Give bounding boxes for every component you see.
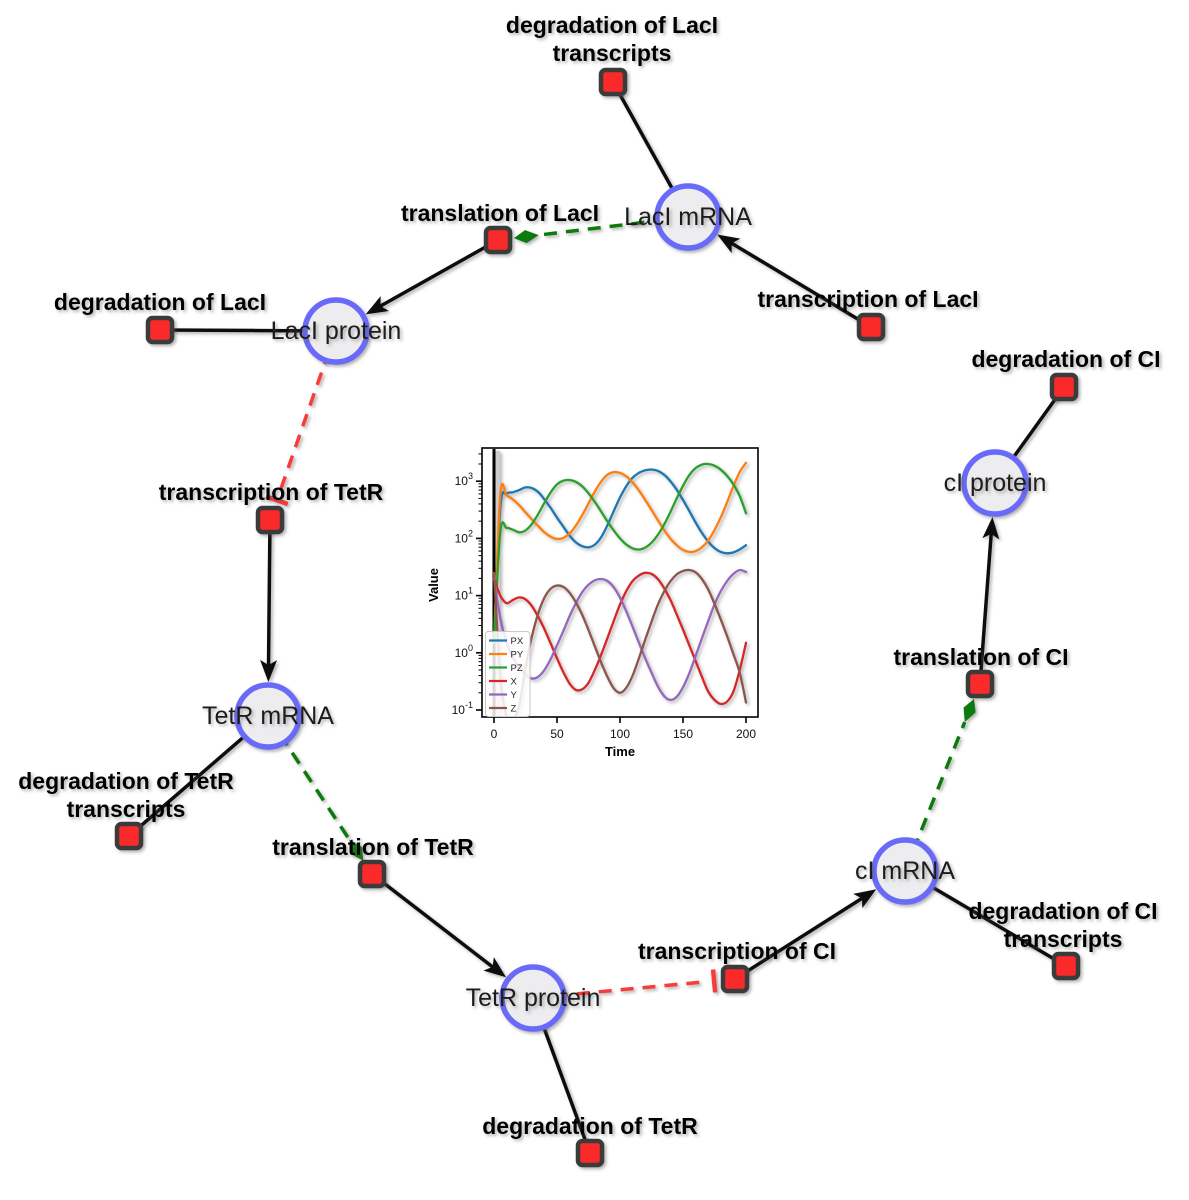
species-label-tetr-mrna: TetR mRNA [202, 702, 334, 730]
reaction-node-degradation-of-ci [1049, 372, 1079, 402]
reaction-label-degradation-of-tetr-transcripts-line2: transcripts [67, 796, 186, 822]
legend-label-PY: PY [511, 649, 524, 660]
reaction-label-degradation-of-laci: degradation of LacI [54, 289, 266, 315]
reaction-node-transcription-of-laci [856, 312, 886, 342]
xtick-label-50: 50 [550, 727, 564, 741]
species-label-laci-mrna: LacI mRNA [624, 203, 752, 231]
reaction-label-degradation-of-ci-transcripts-line2: transcripts [1004, 926, 1123, 952]
reaction-node-degradation-of-tetr [575, 1138, 605, 1168]
reaction-node-degradation-of-tetr-transcripts [114, 821, 144, 851]
reaction-node-degradation-of-laci-transcripts [598, 67, 628, 97]
reaction-label-degradation-of-tetr: degradation of TetR [482, 1113, 698, 1139]
ytick-label-10e1: 101 [455, 586, 473, 603]
modifier-arrowhead-icon [349, 839, 364, 861]
species-node-tetr-protein [499, 964, 567, 1032]
nodes-layer [114, 67, 1081, 1168]
species-label-ci-mrna: cI mRNA [855, 857, 955, 885]
reaction-label-degradation-of-laci-transcripts: degradation of LacI [506, 12, 718, 38]
edge-transcription-of-tetr-to-tetr-mrna [266, 519, 272, 669]
xtick-label-150: 150 [673, 727, 693, 741]
production-arrowhead-icon [260, 659, 278, 683]
ytick-label-10e2: 102 [455, 528, 473, 545]
production-arrowhead-icon [982, 516, 1000, 540]
ytick-label-10e3: 103 [455, 471, 473, 488]
production-arrowhead-icon [365, 296, 389, 315]
legend-label-Y: Y [511, 690, 518, 701]
xtick-label-0: 0 [491, 727, 498, 741]
modifier-arrowhead-icon [513, 230, 539, 244]
reaction-label-transcription-of-ci: transcription of CI [638, 938, 836, 964]
series-line-Z [492, 568, 748, 716]
legend-label-X: X [511, 676, 518, 687]
species-node-laci-mrna [654, 183, 722, 251]
species-label-ci-protein: cI protein [944, 469, 1047, 497]
labels-layer: LacI mRNA LacI protein TetR mRNA TetR prote… [18, 12, 1160, 1139]
edge-transcription-of-ci-to-ci-mrna [734, 895, 866, 981]
modifier-arrowhead-icon [963, 698, 976, 723]
inhibition-tee-icon [265, 494, 289, 507]
species-label-tetr-protein: TetR protein [466, 984, 601, 1012]
edge-translation-of-laci-to-laci-protein [376, 238, 499, 310]
species-node-ci-mrna [871, 837, 939, 905]
x-axis-label: Time [605, 744, 635, 759]
edge-translation-of-ci-to-ci-protein [978, 530, 994, 685]
series-line-PZ [492, 462, 748, 644]
reaction-label-degradation-of-laci-transcripts-line2: transcripts [553, 40, 672, 66]
y-axis-label: Value [426, 568, 441, 602]
species-node-tetr-mrna [234, 682, 302, 750]
inhibition-tee-icon [710, 969, 718, 993]
reaction-label-degradation-of-tetr-transcripts: degradation of TetR [18, 768, 234, 794]
ytick-label-10e0: 100 [455, 643, 473, 660]
xtick-label-200: 200 [736, 727, 756, 741]
reaction-label-translation-of-tetr: translation of TetR [272, 834, 474, 860]
legend-label-PZ: PZ [511, 663, 523, 674]
reaction-node-degradation-of-ci-transcripts [1051, 951, 1081, 981]
production-arrowhead-icon [853, 889, 877, 909]
inset-chart: 10-1 100 101 102 103 0 50 100 150 200 Time Value PX P… [426, 436, 774, 766]
reaction-node-translation-of-tetr [357, 859, 387, 889]
reaction-node-transcription-of-ci [720, 964, 750, 994]
reaction-node-degradation-of-laci [145, 315, 175, 345]
legend-box [485, 631, 531, 717]
reaction-label-translation-of-laci: translation of LacI [401, 200, 599, 226]
series-line-PX [492, 468, 748, 644]
legend-label-Z: Z [511, 703, 517, 714]
reaction-node-transcription-of-tetr [255, 505, 285, 535]
production-arrowhead-icon [717, 234, 741, 254]
production-arrowhead-icon [483, 957, 507, 978]
reaction-node-translation-of-laci [483, 225, 513, 255]
reaction-label-translation-of-ci: translation of CI [893, 644, 1068, 670]
reaction-label-transcription-of-tetr: transcription of TetR [159, 479, 384, 505]
edge-translation-of-tetr-to-tetr-protein [370, 872, 497, 971]
ytick-label-10e-1: 10-1 [452, 700, 473, 717]
legend-label-PX: PX [511, 636, 524, 647]
species-label-laci-protein: LacI protein [271, 317, 402, 345]
species-node-laci-protein [302, 297, 370, 365]
reaction-node-translation-of-ci [965, 669, 995, 699]
series-line-X [492, 571, 748, 706]
reaction-label-degradation-of-ci: degradation of CI [971, 346, 1160, 372]
reaction-label-degradation-of-ci-transcripts: degradation of CI [968, 898, 1157, 924]
reaction-label-transcription-of-laci: transcription of LacI [757, 286, 978, 312]
species-node-ci-protein [961, 449, 1029, 517]
edge-transcription-of-laci-to-laci-mrna [728, 240, 872, 329]
series-line-Y [492, 568, 748, 702]
xtick-label-100: 100 [610, 727, 630, 741]
